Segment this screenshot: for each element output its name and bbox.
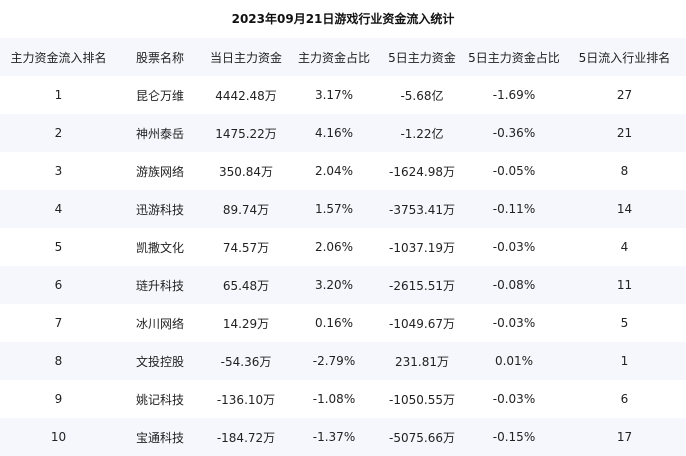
table-row: 4 迅游科技 89.74万 1.57% -3753.41万 -0.11% 14 (0, 190, 686, 228)
daily-main-fund-cell: 14.29万 (222, 316, 270, 331)
5day-main-fund-cell: -1049.67万 (389, 316, 455, 331)
5day-main-fund-ratio-cell: -0.03% (492, 392, 536, 406)
stock-name-cell: 神州泰岳 (135, 126, 184, 141)
main-fund-ratio-cell: -1.08% (312, 392, 356, 406)
main-fund-ratio-cell: -1.37% (312, 430, 356, 444)
5day-main-fund-ratio-cell: 0.01% (494, 354, 534, 368)
table-row: 6 琏升科技 65.48万 3.20% -2615.51万 -0.08% 11 (0, 266, 686, 304)
main-fund-ratio-cell: 2.06% (314, 240, 354, 254)
stock-name-cell: 琏升科技 (135, 278, 184, 293)
stock-name-cell: 游族网络 (135, 164, 184, 179)
5day-industry-rank-cell: 21 (616, 126, 633, 140)
table-row: 1 昆仑万维 4442.48万 3.17% -5.68亿 -1.69% 27 (0, 76, 686, 114)
table-row: 7 冰川网络 14.29万 0.16% -1049.67万 -0.03% 5 (0, 304, 686, 342)
stock-name-cell: 文投控股 (135, 354, 184, 369)
5day-industry-rank-cell: 5 (620, 316, 629, 330)
rank-cell: 9 (54, 392, 63, 406)
table-body: 1 昆仑万维 4442.48万 3.17% -5.68亿 -1.69% 27 2 神州泰岳 147… (0, 76, 686, 456)
column-header-daily-main-fund: 当日主力资金 (209, 50, 282, 65)
5day-industry-rank-cell: 11 (616, 278, 633, 292)
5day-main-fund-cell: -1624.98万 (389, 164, 455, 179)
5day-main-fund-ratio-cell: -0.11% (492, 202, 536, 216)
5day-main-fund-cell: -1050.55万 (389, 392, 455, 407)
stock-name-cell: 昆仑万维 (135, 88, 184, 103)
column-header-5day-main-fund-ratio: 5日主力资金占比 (468, 50, 560, 65)
5day-main-fund-cell: 231.81万 (395, 354, 449, 369)
main-fund-ratio-cell: 4.16% (314, 126, 354, 140)
daily-main-fund-cell: 350.84万 (219, 164, 273, 179)
daily-main-fund-cell: 74.57万 (222, 240, 270, 255)
main-fund-ratio-cell: 3.17% (314, 88, 354, 102)
5day-industry-rank-cell: 17 (616, 430, 633, 444)
5day-industry-rank-cell: 4 (620, 240, 629, 254)
daily-main-fund-cell: -54.36万 (220, 354, 272, 369)
main-fund-ratio-cell: 2.04% (314, 164, 354, 178)
column-header-5day-industry-rank: 5日流入行业排名 (578, 50, 671, 65)
main-fund-ratio-cell: 0.16% (314, 316, 354, 330)
5day-main-fund-ratio-cell: -0.03% (492, 240, 536, 254)
5day-industry-rank-cell: 1 (620, 354, 629, 368)
main-fund-ratio-cell: -2.79% (312, 354, 356, 368)
table-row: 3 游族网络 350.84万 2.04% -1624.98万 -0.05% 8 (0, 152, 686, 190)
5day-main-fund-cell: -1.22亿 (400, 126, 444, 141)
daily-main-fund-cell: 89.74万 (222, 202, 270, 217)
5day-main-fund-cell: -5.68亿 (400, 88, 444, 103)
5day-main-fund-cell: -3753.41万 (389, 202, 455, 217)
table-row: 9 姚记科技 -136.10万 -1.08% -1050.55万 -0.03% 6 (0, 380, 686, 418)
5day-main-fund-ratio-cell: -1.69% (492, 88, 536, 102)
stock-name-cell: 凯撒文化 (135, 240, 184, 255)
rank-cell: 1 (54, 88, 63, 102)
main-fund-ratio-cell: 1.57% (314, 202, 354, 216)
rank-cell: 8 (54, 354, 63, 368)
5day-main-fund-cell: -5075.66万 (389, 430, 455, 445)
5day-main-fund-ratio-cell: -0.36% (492, 126, 536, 140)
rank-cell: 5 (54, 240, 63, 254)
rank-cell: 7 (54, 316, 63, 330)
daily-main-fund-cell: 1475.22万 (215, 126, 277, 141)
5day-industry-rank-cell: 8 (620, 164, 629, 178)
rank-cell: 6 (54, 278, 63, 292)
main-fund-ratio-cell: 3.20% (314, 278, 354, 292)
page-title: 2023年09月21日游戏行业资金流入统计 (231, 12, 455, 26)
column-header-main-fund-ratio: 主力资金占比 (297, 50, 370, 65)
table-row: 10 宝通科技 -184.72万 -1.37% -5075.66万 -0.15% 17 (0, 418, 686, 456)
table-row: 8 文投控股 -54.36万 -2.79% 231.81万 0.01% 1 (0, 342, 686, 380)
fund-flow-table: 主力资金流入排名 股票名称 当日主力资金 主力资金占比 5日主力资金 5日主力资… (0, 38, 686, 456)
daily-main-fund-cell: 65.48万 (222, 278, 270, 293)
5day-main-fund-ratio-cell: -0.05% (492, 164, 536, 178)
stock-name-cell: 宝通科技 (135, 430, 184, 445)
daily-main-fund-cell: -184.72万 (216, 430, 276, 445)
daily-main-fund-cell: -136.10万 (216, 392, 276, 407)
5day-industry-rank-cell: 27 (616, 88, 633, 102)
table-row: 2 神州泰岳 1475.22万 4.16% -1.22亿 -0.36% 21 (0, 114, 686, 152)
rank-cell: 2 (54, 126, 63, 140)
5day-industry-rank-cell: 14 (616, 202, 633, 216)
column-header-stock-name: 股票名称 (135, 50, 184, 65)
daily-main-fund-cell: 4442.48万 (215, 88, 277, 103)
rank-cell: 3 (54, 164, 63, 178)
rank-cell: 4 (54, 202, 63, 216)
5day-main-fund-ratio-cell: -0.15% (492, 430, 536, 444)
5day-main-fund-ratio-cell: -0.08% (492, 278, 536, 292)
stock-name-cell: 姚记科技 (135, 392, 184, 407)
5day-main-fund-cell: -2615.51万 (389, 278, 455, 293)
rank-cell: 10 (50, 430, 67, 444)
stock-name-cell: 冰川网络 (135, 316, 184, 331)
stock-name-cell: 迅游科技 (135, 202, 184, 217)
table-row: 5 凯撒文化 74.57万 2.06% -1037.19万 -0.03% 4 (0, 228, 686, 266)
column-header-rank: 主力资金流入排名 (10, 50, 107, 65)
5day-main-fund-cell: -1037.19万 (389, 240, 455, 255)
column-header-5day-main-fund: 5日主力资金 (388, 50, 456, 65)
5day-main-fund-ratio-cell: -0.03% (492, 316, 536, 330)
5day-industry-rank-cell: 6 (620, 392, 629, 406)
table-header-row: 主力资金流入排名 股票名称 当日主力资金 主力资金占比 5日主力资金 5日主力资… (0, 38, 686, 76)
